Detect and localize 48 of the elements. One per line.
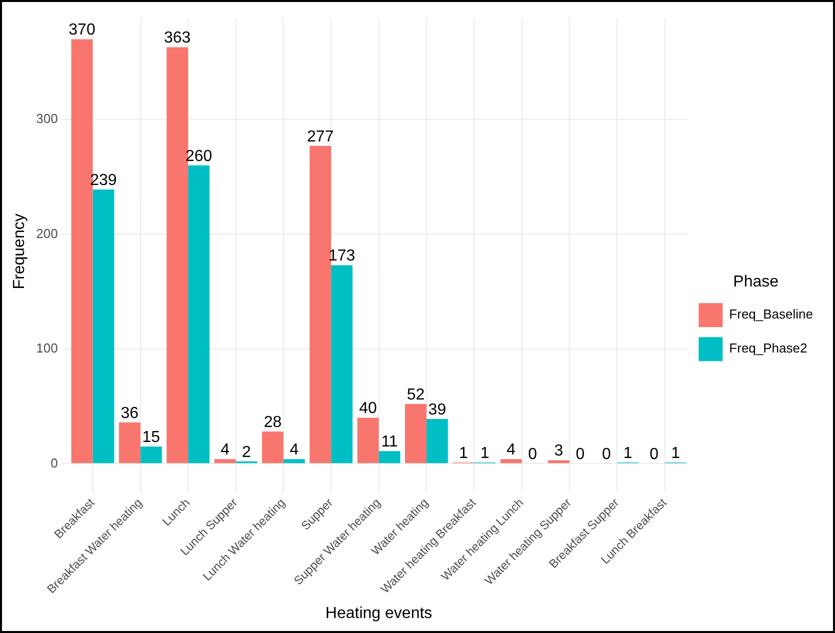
bar [140, 446, 162, 464]
data-label: 1 [480, 444, 490, 462]
legend-label: Freq_Baseline [729, 306, 813, 322]
data-label: 4 [506, 442, 516, 458]
data-label: 1 [671, 444, 680, 462]
data-label: 0 [528, 446, 538, 464]
y-tick-label: 100 [36, 340, 58, 356]
bar [262, 432, 284, 464]
data-label: 40 [359, 400, 378, 418]
bar [71, 39, 93, 464]
legend-title: Phase [733, 273, 779, 290]
data-label: 52 [406, 386, 425, 404]
data-label: 36 [120, 404, 139, 422]
bar [118, 422, 140, 464]
data-label: 28 [264, 414, 282, 431]
data-label: 3 [554, 442, 564, 460]
bar [214, 459, 236, 464]
bar [310, 146, 332, 464]
data-label: 1 [623, 444, 632, 462]
data-label: 11 [381, 433, 398, 450]
data-label: 2 [242, 444, 252, 461]
data-label: 39 [428, 401, 446, 418]
data-label: 0 [602, 446, 611, 464]
bar [357, 418, 379, 464]
bar [331, 265, 353, 464]
data-label: 15 [142, 428, 160, 446]
y-axis-title: Frequency [11, 214, 28, 290]
bar [92, 190, 114, 464]
y-tick-label: 0 [50, 455, 58, 470]
data-label: 363 [164, 30, 191, 47]
x-axis-title: Heating events [325, 604, 432, 622]
bar [188, 165, 210, 464]
data-label: 1 [458, 444, 468, 462]
y-tick-label: 300 [36, 111, 58, 126]
bar [405, 404, 426, 464]
data-label: 4 [290, 442, 299, 458]
bar [283, 459, 305, 464]
data-label: 0 [576, 446, 585, 464]
y-tick-label: 200 [36, 226, 58, 241]
data-label: 277 [307, 128, 334, 146]
bar [500, 459, 522, 464]
data-label: 370 [68, 22, 96, 39]
bar [548, 460, 570, 464]
data-label: 4 [220, 442, 230, 458]
bar [378, 451, 400, 464]
bar [426, 418, 448, 464]
legend-label: Freq_Phase2 [729, 340, 808, 356]
data-label: 0 [650, 446, 659, 464]
